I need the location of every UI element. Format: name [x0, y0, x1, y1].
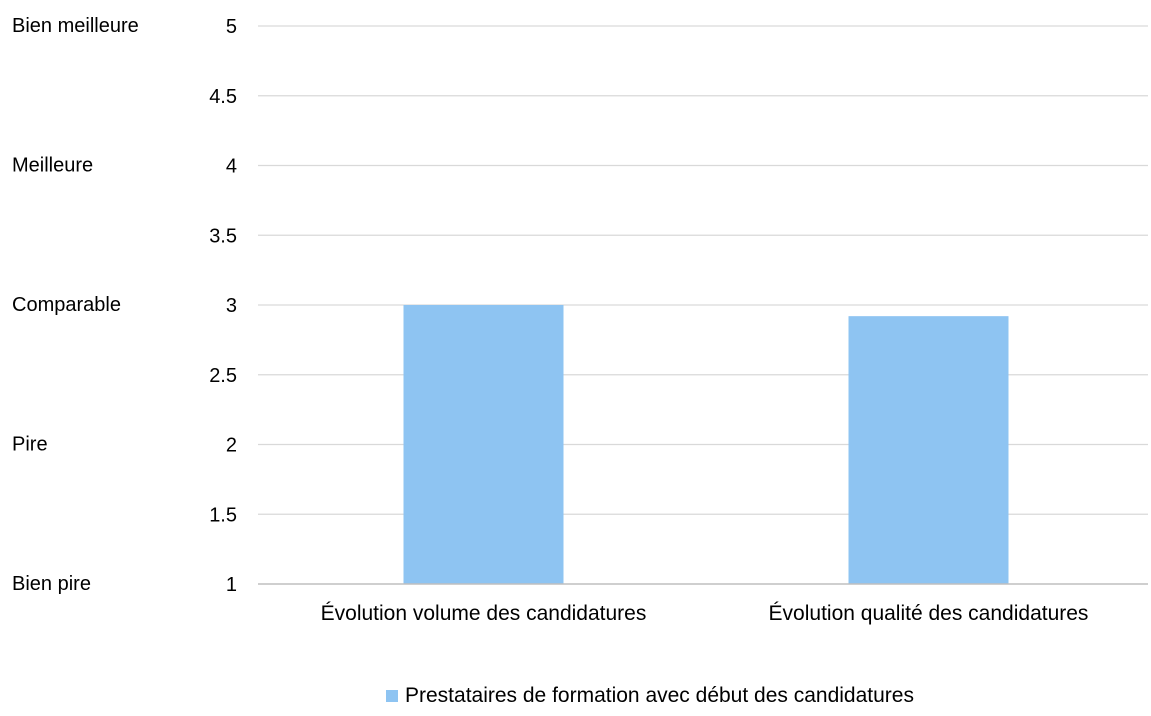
- scale-label: Comparable: [12, 294, 121, 316]
- y-tick-label: 3: [226, 295, 237, 317]
- bars: [403, 305, 1009, 584]
- y-tick-label: 2.5: [209, 365, 237, 387]
- legend-swatch: [386, 690, 398, 702]
- x-category-label: Évolution volume des candidatures: [321, 602, 647, 625]
- y-tick-label: 4.5: [209, 86, 237, 108]
- scale-label: Bien pire: [12, 573, 91, 595]
- gridlines: [258, 25, 1148, 515]
- y-tick-label: 1.5: [209, 504, 237, 526]
- scale-label: Bien meilleure: [12, 15, 139, 37]
- y-tick-label: 2: [226, 435, 237, 457]
- scale-labels: Bien meilleure Meilleure Comparable Pire Bie…: [12, 15, 139, 595]
- y-tick-label: 3.5: [209, 225, 237, 247]
- y-tick-label: 5: [226, 16, 237, 38]
- bar: [848, 316, 1009, 584]
- y-tick-label: 4: [226, 156, 237, 178]
- legend-label: Prestataires de formation avec début des…: [405, 684, 914, 707]
- scale-label: Pire: [12, 434, 48, 456]
- bar: [403, 305, 564, 584]
- x-category-label: Évolution qualité des candidatures: [769, 602, 1089, 625]
- scale-label: Meilleure: [12, 155, 93, 177]
- y-tick-labels: 1 1.5 2 2.5 3 3.5 4 4.5 5: [209, 16, 237, 596]
- x-category-labels: Évolution volume des candidatures Évoluti…: [321, 602, 1089, 625]
- y-tick-label: 1: [226, 574, 237, 596]
- legend: Prestataires de formation avec début des…: [386, 684, 914, 707]
